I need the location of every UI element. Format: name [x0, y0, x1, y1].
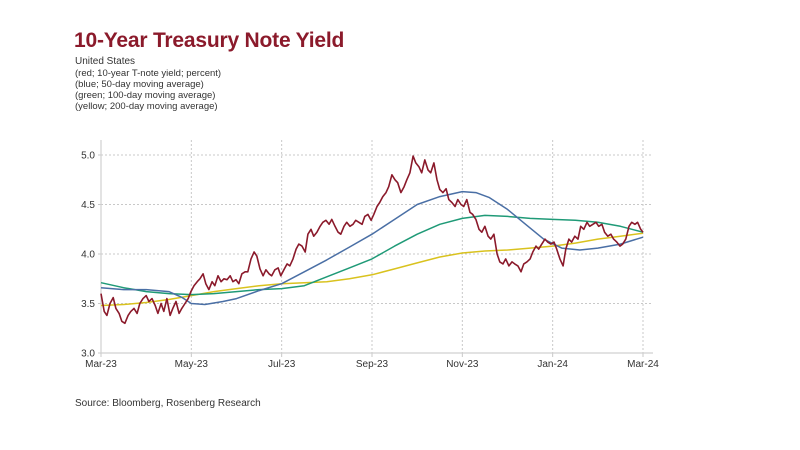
x-tick-label: Mar-24: [627, 359, 659, 370]
series-50-day-ma-line: [100, 190, 644, 306]
x-tick-label: Nov-23: [446, 359, 479, 370]
x-tick-label: May-23: [175, 359, 209, 370]
chart-subtitle: United States (red; 10-year T-note yield…: [75, 56, 221, 112]
source-note: Source: Bloomberg, Rosenberg Research: [75, 398, 261, 409]
series-100-day-ma-line: [100, 214, 644, 296]
x-tick-label: Jul-23: [268, 359, 296, 370]
subtitle-red-series: (red; 10-year T-note yield; percent): [75, 68, 222, 79]
subtitle-yellow-series: (yellow; 200-day moving average): [75, 101, 218, 112]
x-tick-label: Mar-23: [85, 359, 117, 370]
series-200-day-ma-line: [100, 232, 644, 307]
subtitle-blue-series: (blue; 50-day moving average): [75, 79, 204, 90]
subtitle-country: United States: [75, 56, 136, 67]
y-tick-label: 4.5: [81, 200, 95, 211]
axes: [98, 140, 653, 357]
x-tick-label: Sep-23: [356, 359, 389, 370]
y-tick-label: 5.0: [81, 151, 95, 162]
subtitle-green-series: (green; 100-day moving average): [75, 90, 216, 101]
series-lines: [100, 155, 644, 325]
y-tick-label: 3.5: [81, 299, 95, 310]
y-tick-label: 3.0: [81, 349, 95, 360]
grid-lines: [101, 140, 651, 353]
chart-title: 10-Year Treasury Note Yield: [74, 29, 345, 52]
tick-labels: 3.0 3.5 4.0 4.5 5.0 Mar-23 May-23 Jul-23 Sep-23 N…: [81, 151, 659, 371]
x-tick-label: Jan-24: [537, 359, 568, 370]
series-yield-line: [100, 155, 644, 325]
y-tick-label: 4.0: [81, 250, 95, 261]
